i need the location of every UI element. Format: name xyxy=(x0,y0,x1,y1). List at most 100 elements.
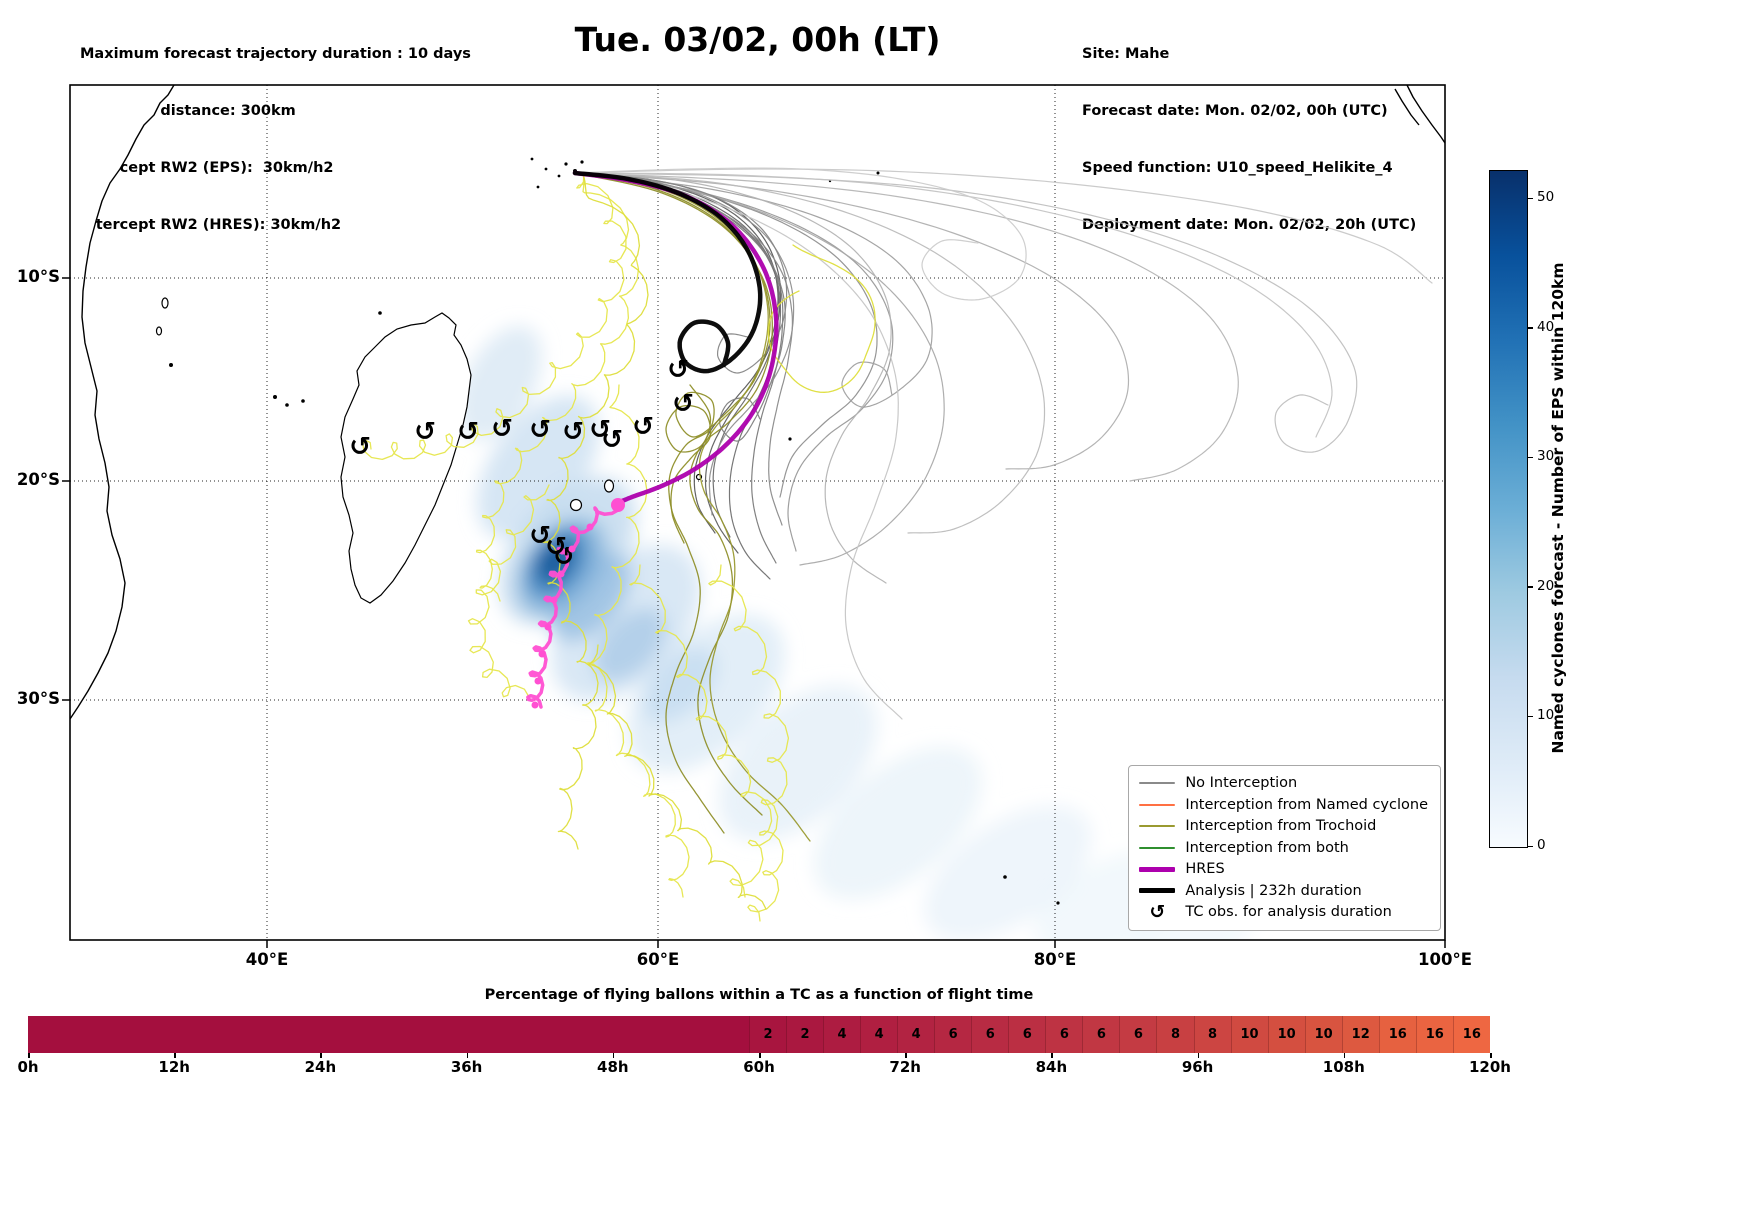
timebar-cell xyxy=(568,1016,605,1053)
timebar-cell xyxy=(604,1016,641,1053)
x-axis-label: 100°E xyxy=(1418,950,1472,969)
map-canvas: ↺ ↺ ↺ ↺ ↺ ↺ ↺↺ ↺↺↺↺↺↺ xyxy=(62,84,1446,948)
timebar-cell: 6 xyxy=(1082,1016,1120,1053)
time-axis-tick xyxy=(759,1053,761,1058)
colorbar-gradient xyxy=(1490,171,1527,847)
timebar-cell: 2 xyxy=(785,1016,824,1053)
time-axis-label: 72h xyxy=(889,1058,921,1076)
timebar-cell xyxy=(352,1016,389,1053)
timebar-cell xyxy=(172,1016,209,1053)
seychelles-islet-1 xyxy=(564,162,568,166)
colorbar-tick xyxy=(1528,456,1533,459)
south-islet-2 xyxy=(1056,901,1060,905)
y-axis-label: 30°S xyxy=(16,689,60,708)
timebar-cell xyxy=(28,1016,65,1053)
trajectory-trochoid xyxy=(767,244,876,393)
markers-overlay: ↺ ↺ ↺ ↺ ↺ ↺ ↺↺ ↺↺↺↺↺↺ xyxy=(349,355,694,709)
pemba-island xyxy=(155,326,163,336)
sumatra-coastline xyxy=(1406,85,1445,144)
timebar-cell xyxy=(388,1016,425,1053)
comoros-islet-3 xyxy=(301,399,305,403)
tc-observation-icon: ↺ xyxy=(545,532,567,562)
time-axis-tick xyxy=(320,1053,322,1058)
colorbar-tick-label: 0 xyxy=(1537,837,1546,853)
deployment-date: Deployment date: Mon. 02/02, 20h (UTC) xyxy=(1082,217,1417,233)
timebar-cell: 8 xyxy=(1156,1016,1194,1053)
comoros-islet-1 xyxy=(273,395,277,399)
timebar-cell: 6 xyxy=(934,1016,972,1053)
trajectory-no-interception xyxy=(574,167,1027,301)
x-axis-label: 60°E xyxy=(636,950,680,969)
tc-observation-icon: ↺ xyxy=(349,432,371,462)
trajectory-no-interception xyxy=(574,172,788,374)
timebar-title: Percentage of flying ballons within a TC… xyxy=(484,987,1034,1003)
time-axis-tick xyxy=(905,1053,907,1058)
tc-observation-icon: ↺ xyxy=(632,412,654,442)
site-info-block: Site: Mahe Forecast date: Mon. 02/02, 00… xyxy=(1082,7,1416,273)
colorbar-label: Named cyclones forecast - Number of EPS … xyxy=(1549,262,1567,754)
trajectory-no-interception xyxy=(574,172,892,584)
timebar-cell: 2 xyxy=(748,1016,786,1053)
density-blob xyxy=(642,647,718,723)
trajectory-no-interception xyxy=(574,172,1333,438)
param-duration: Maximum forecast trajectory duration : 1… xyxy=(80,46,471,62)
trajectory-no-interception xyxy=(574,172,945,566)
colorbar-tick-label: 40 xyxy=(1537,318,1555,335)
legend-label: Interception from Named cyclone xyxy=(1185,796,1428,813)
trajectory-trochoid xyxy=(542,172,649,850)
timebar-cell xyxy=(100,1016,137,1053)
trajectory-trochoid xyxy=(588,644,767,910)
tc-observation-icon: ↺ xyxy=(457,417,479,447)
hres-position-dot xyxy=(531,701,539,709)
time-axis-label: 48h xyxy=(597,1058,629,1076)
colorbar-tick-label: 20 xyxy=(1537,577,1555,594)
glorioso-islet xyxy=(378,311,382,315)
legend-label: Interception from Trochoid xyxy=(1185,818,1377,835)
trajectories xyxy=(362,167,1433,922)
trajectory-trochoid xyxy=(362,172,627,461)
time-axis-tick xyxy=(1197,1053,1200,1058)
tc-observation-icon: ↺ xyxy=(601,425,623,455)
timebar-cell xyxy=(316,1016,353,1053)
map-frame xyxy=(69,84,1446,941)
trajectory-trochoid xyxy=(586,384,690,898)
timebar-cell: 4 xyxy=(860,1016,898,1053)
time-axis-tick xyxy=(28,1053,30,1058)
hres-position-dot xyxy=(557,570,565,578)
legend-item: Interception from both xyxy=(1139,837,1428,859)
timebar-cell: 4 xyxy=(823,1016,861,1053)
trajectory-no-interception xyxy=(574,172,1046,534)
time-axis-label: 96h xyxy=(1181,1058,1214,1076)
trajectory-no-interception xyxy=(574,172,903,720)
speed-function: Speed function: U10_speed_Helikite_4 xyxy=(1082,160,1393,176)
legend: No Interception Interception from Named c… xyxy=(1128,764,1441,931)
tc-observation-icon: ↺ xyxy=(672,389,694,419)
forecast-date: Forecast date: Mon. 02/02, 00h (UTC) xyxy=(1082,103,1388,119)
time-axis-label: 108h xyxy=(1322,1058,1365,1076)
eps-density-shading xyxy=(458,325,1258,940)
timebar-cell xyxy=(136,1016,173,1053)
zanzibar-island xyxy=(161,297,169,309)
legend-line-sample xyxy=(1139,782,1176,785)
africa-landmass xyxy=(70,85,174,719)
comoros-islet-2 xyxy=(285,403,289,407)
density-blob xyxy=(813,746,983,900)
legend-line-sample xyxy=(1139,888,1176,894)
legend-label: TC obs. for analysis duration xyxy=(1185,904,1392,921)
tc-observation-icon: ↺ xyxy=(491,414,513,444)
legend-item: ↺ TC obs. for analysis duration xyxy=(1139,902,1428,924)
south-islet-1 xyxy=(1003,875,1007,879)
map-area: ↺ ↺ ↺ ↺ ↺ ↺ ↺ ↺ ↺ ↺ ↺ ↺ ↺ ↺ No Interception Intercepti… xyxy=(62,84,1446,948)
timebar-cell: 12 xyxy=(1341,1016,1379,1053)
time-axis-tick xyxy=(1490,1053,1492,1058)
legend-line-sample xyxy=(1139,803,1176,806)
trajectory-trochoid xyxy=(708,564,790,898)
timebar-cell: 10 xyxy=(1267,1016,1305,1053)
colorbar-tick-label: 30 xyxy=(1537,448,1555,465)
seychelles-islet-4 xyxy=(544,167,548,171)
trajectory-no-interception xyxy=(574,172,795,516)
site-name: Site: Mahe xyxy=(1082,46,1170,62)
timebar-cell xyxy=(496,1016,533,1053)
x-axis-label: 80°E xyxy=(1033,950,1077,969)
time-axis-label: 0h xyxy=(17,1058,39,1076)
